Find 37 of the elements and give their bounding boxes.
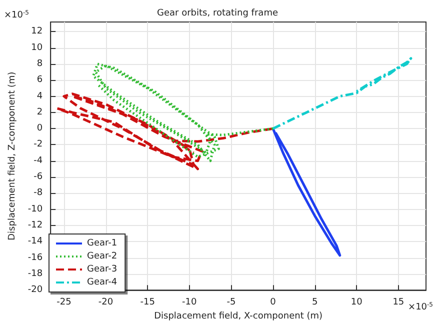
y-tick-label: -10 <box>28 204 43 214</box>
y-tick-label: 2 <box>36 107 43 118</box>
legend-label: Gear-2 <box>87 252 118 262</box>
y-tick-label: 10 <box>31 42 43 53</box>
y-tick-label: 12 <box>31 26 43 37</box>
x-tick-label: -10 <box>182 298 198 308</box>
legend-label: Gear-4 <box>87 278 118 288</box>
y-tick-label: -18 <box>28 268 43 279</box>
x-tick-label: 10 <box>350 298 363 308</box>
y-tick-label: -6 <box>34 172 43 182</box>
x-tick-label: -25 <box>56 298 72 308</box>
line-series <box>92 62 274 162</box>
x-tick-label: 15 <box>392 298 404 308</box>
x-tick-label: -20 <box>98 298 114 308</box>
x-tick-label: -15 <box>140 298 155 308</box>
y-tick-label: -14 <box>28 236 43 247</box>
line-series <box>272 57 412 130</box>
x-tick-label: 0 <box>270 298 276 308</box>
y-tick-label: 8 <box>36 58 43 69</box>
legend-label: Gear-1 <box>87 238 118 248</box>
y-tick-label: -12 <box>28 220 43 230</box>
y-tick-label: 6 <box>36 75 43 86</box>
y-tick-label: 0 <box>36 124 43 134</box>
y-axis-title: Displacement field, Z-component (m) <box>8 72 18 240</box>
line-series <box>272 127 342 257</box>
legend-label: Gear-3 <box>87 264 118 274</box>
y-tick-label: -4 <box>34 156 43 166</box>
y-tick-label: 4 <box>36 91 43 102</box>
line-series <box>56 92 274 170</box>
x-tick-label: 5 <box>312 298 318 308</box>
x-axis-title: Displacement field, X-component (m) <box>154 312 323 322</box>
y-tick-label: -20 <box>28 285 43 296</box>
y-tick-label: -8 <box>34 188 43 198</box>
y-tick-label: -16 <box>28 252 43 263</box>
chart-title: Gear orbits, rotating frame <box>157 8 278 18</box>
x-tick-label: -5 <box>226 298 236 308</box>
y-tick-label: -2 <box>34 140 43 150</box>
